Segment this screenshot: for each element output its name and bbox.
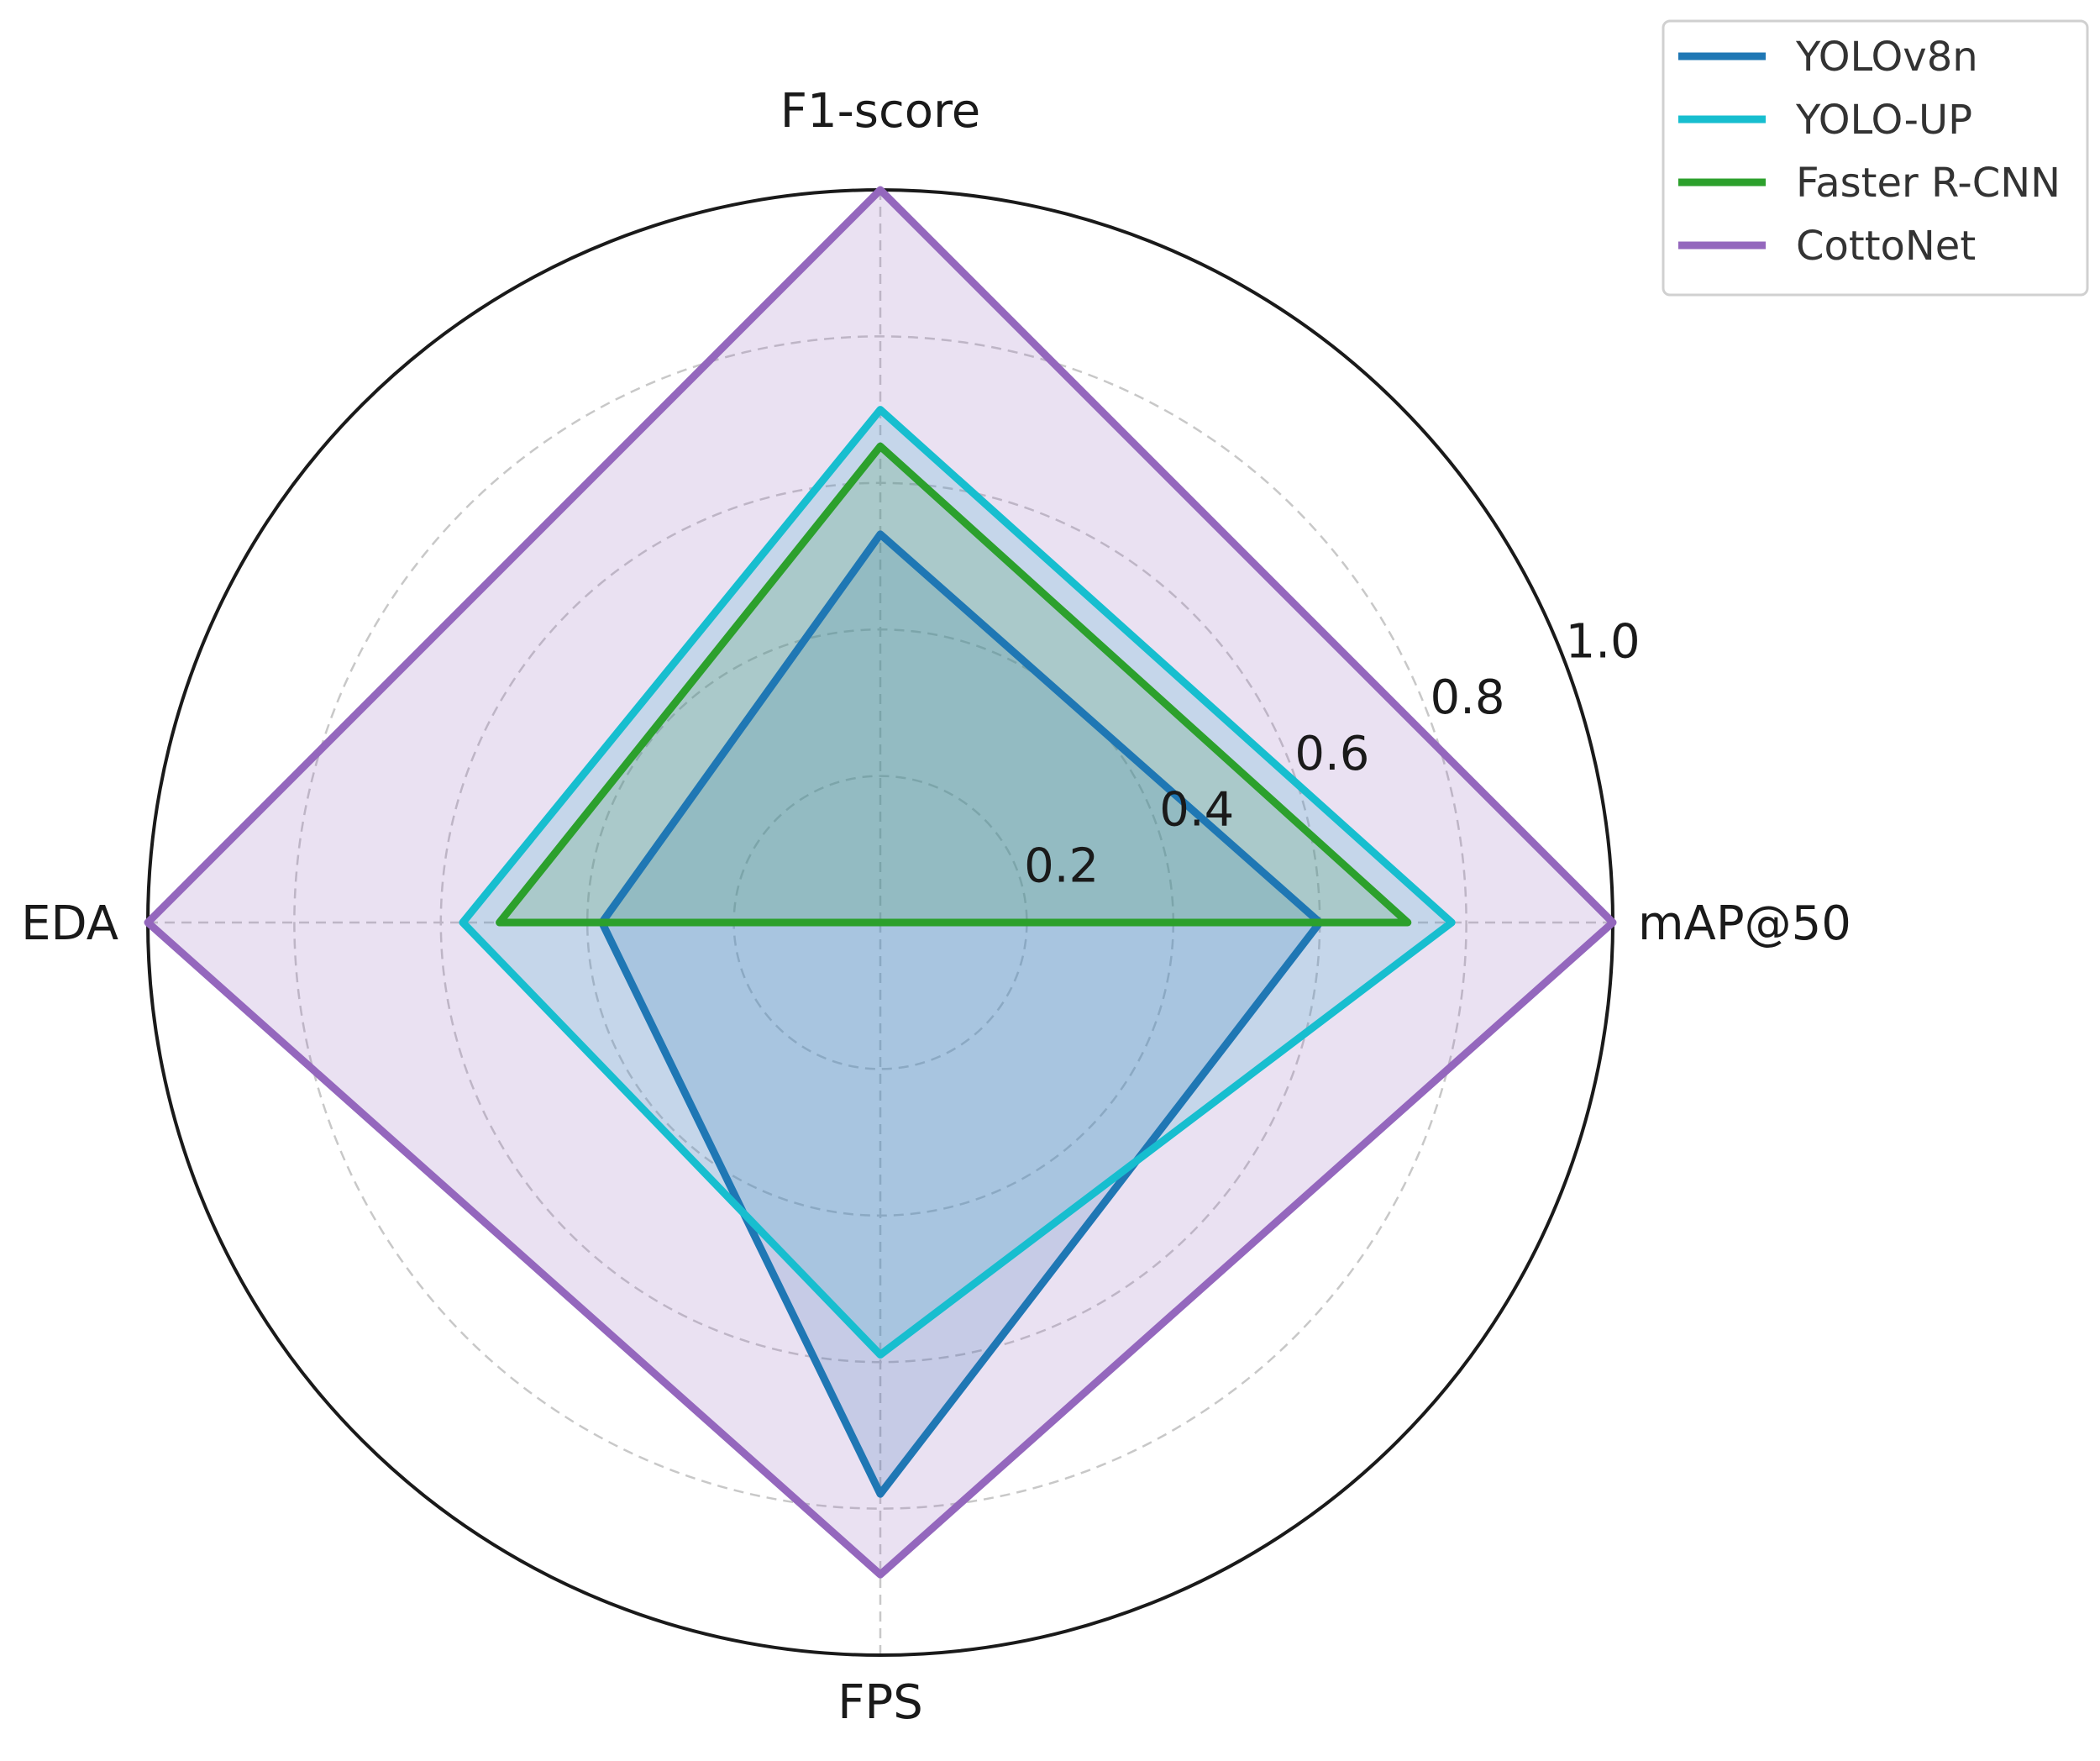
axis-labels: mAP@50 F1-score EDA FPS — [21, 84, 1851, 1730]
legend: YOLOv8n YOLO-UP Faster R-CNN CottoNet — [1662, 19, 2089, 297]
axis-label: FPS — [837, 1675, 923, 1730]
axis-label: mAP@50 — [1638, 896, 1851, 951]
radial-tick-label: 0.8 — [1430, 670, 1504, 725]
legend-label: YOLOv8n — [1795, 34, 1978, 81]
radial-tick-label: 0.4 — [1159, 783, 1234, 838]
radial-tick-labels: 0.2 0.4 0.6 0.8 1.0 — [1024, 614, 1641, 893]
legend-label: YOLO-UP — [1795, 97, 1972, 144]
legend-label: CottoNet — [1796, 223, 1976, 270]
radial-tick-label: 0.2 — [1024, 838, 1099, 893]
legend-label: Faster R-CNN — [1796, 160, 2061, 207]
axis-label: EDA — [21, 896, 118, 951]
series-line — [144, 186, 1617, 1579]
grid-ring — [293, 335, 1467, 1510]
series-line — [496, 442, 1412, 927]
legend-frame — [1662, 19, 2089, 297]
series-line — [459, 406, 1456, 1359]
radial-tick-label: 1.0 — [1566, 614, 1641, 669]
series-fill — [148, 190, 1613, 1575]
axis-label: F1-score — [780, 84, 981, 139]
series-fills — [148, 190, 1613, 1575]
series-lines — [144, 186, 1617, 1579]
series-fill — [462, 409, 1452, 1355]
radial-tick-label: 0.6 — [1294, 727, 1369, 781]
